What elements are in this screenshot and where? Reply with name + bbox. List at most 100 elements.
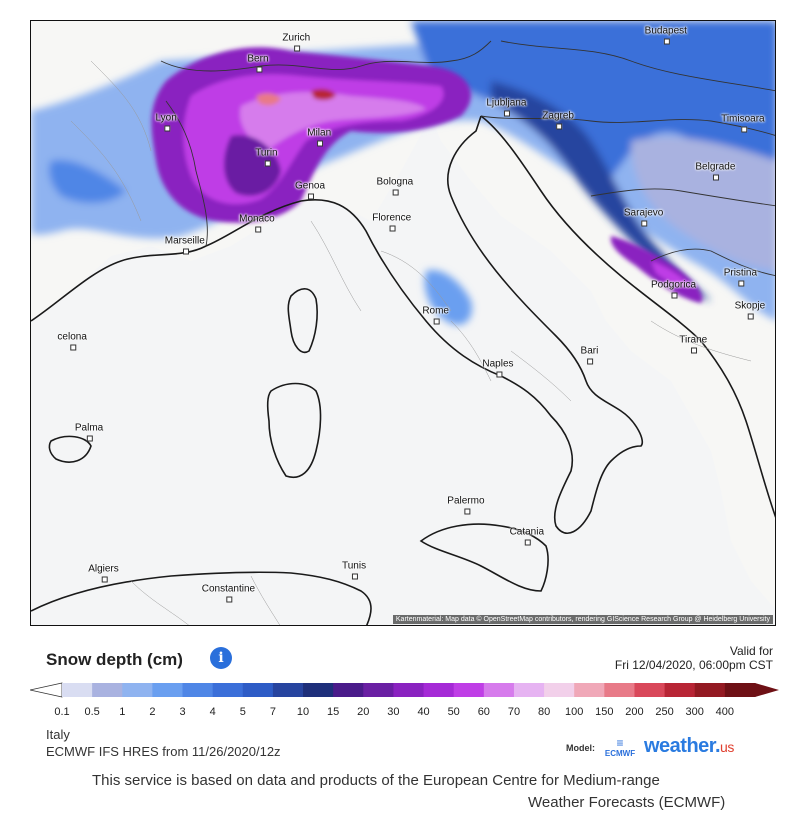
scale-tick-label: 0.1 (54, 706, 70, 718)
city-label: Bari (580, 345, 599, 365)
scale-swatch (604, 683, 635, 697)
scale-swatch (182, 683, 214, 697)
city-label: Catania (509, 526, 545, 546)
city-label: Palma (74, 422, 104, 442)
city-label: Marseille (164, 235, 205, 255)
model-run: ECMWF IFS HRES from 11/26/2020/12z (46, 744, 281, 759)
city-label: Rome (422, 305, 449, 325)
scale-tick-label: 1 (119, 706, 126, 718)
scale-swatch (393, 683, 425, 697)
valid-label: Valid for (729, 644, 773, 658)
scale-high-arrow (755, 683, 779, 697)
corsica-coastline (287, 288, 318, 353)
city-label: Tirane (679, 334, 708, 354)
scale-tick-label: 200 (625, 706, 644, 718)
city-label: Bologna (376, 176, 414, 196)
region-name: Italy (46, 727, 70, 742)
city-label: Constantine (201, 583, 256, 603)
valid-for: Valid for Fri 12/04/2020, 06:00pm CST (615, 644, 773, 672)
disclaimer-line-1: This service is based on data and produc… (92, 772, 660, 789)
city-label: Sarajevo (623, 207, 664, 227)
scale-swatch (363, 683, 394, 697)
scale-swatch (694, 683, 726, 697)
city-label: Skopje (734, 300, 766, 320)
brand-name: weather. (644, 735, 721, 757)
city-label: Pristina (723, 267, 758, 287)
scale-swatch (303, 683, 334, 697)
city-label: Genoa (295, 180, 326, 200)
map-attribution: Kartenmaterial: Map data © OpenStreetMap… (392, 615, 773, 624)
city-label: Podgorica (651, 279, 697, 299)
scale-swatch (333, 683, 364, 697)
city-label: Timisoara (721, 113, 765, 133)
scale-tick-label: 60 (477, 706, 490, 718)
city-label: Zagreb (542, 110, 574, 130)
legend-title: Snow depth (cm) (46, 650, 183, 669)
scale-swatch (212, 683, 244, 697)
city-label: Monaco (239, 213, 275, 233)
scale-tick-label: 300 (685, 706, 704, 718)
coastlines (31, 115, 775, 625)
africa-coastline (31, 571, 372, 625)
balkan-coastline (480, 115, 775, 518)
scale-swatch (92, 683, 123, 697)
scale-swatch (242, 683, 274, 697)
city-label: Palermo (447, 495, 485, 515)
brand-tail: us (720, 739, 734, 755)
scale-tick-label: 15 (327, 706, 340, 718)
map-panel[interactable]: Zurich Budapest Bern Lyon Ljubljana Zagreb Tim… (30, 20, 776, 626)
ecmwf-text: ECMWF (604, 749, 636, 758)
model-label: Model: (566, 743, 595, 753)
ecmwf-mark-icon: ≡ (616, 736, 624, 750)
city-label: Naples (482, 358, 514, 378)
country-borders (160, 40, 775, 277)
color-scale-bar (30, 682, 779, 698)
mallorca-coastline (48, 435, 92, 463)
region-borders (70, 60, 752, 625)
city-label: Ljubljana (486, 97, 527, 117)
sicily-coastline (419, 523, 549, 592)
scale-tick-label: 250 (655, 706, 674, 718)
scale-tick-label: 0.5 (84, 706, 100, 718)
city-label: Budapest (644, 25, 687, 45)
scale-swatch (544, 683, 575, 697)
scale-tick-label: 10 (296, 706, 310, 718)
city-label: Belgrade (695, 161, 736, 181)
scale-tick-label: 30 (387, 706, 400, 718)
scale-tick-label: 50 (447, 706, 460, 718)
scale-tick-label: 70 (507, 706, 521, 718)
city-label: celona (57, 331, 87, 351)
snow-depth-map (31, 21, 775, 625)
scale-swatch (724, 683, 756, 697)
ecmwf-logo[interactable]: ≡ ECMWF (600, 737, 640, 765)
scale-tick-label: 5 (239, 706, 246, 718)
scale-swatch (122, 683, 153, 697)
sardinia-coastline (266, 382, 322, 478)
city-label: Bern (247, 53, 269, 73)
scale-tick-label: 80 (537, 706, 551, 718)
city-label: Florence (372, 212, 412, 232)
weather-us-logo[interactable]: weather.us (644, 735, 734, 758)
scale-tick-label: 20 (357, 706, 370, 718)
scale-swatch (62, 683, 93, 697)
city-label: Milan (307, 127, 332, 147)
scale-swatch (152, 683, 184, 697)
disclaimer: This service is based on data and produc… (92, 770, 725, 814)
city-label: Algiers (88, 563, 119, 583)
scale-tick-label: 3 (179, 706, 186, 718)
scale-tick-label: 7 (269, 706, 276, 718)
scale-tick-label: 150 (595, 706, 614, 718)
scale-swatch (483, 683, 515, 697)
scale-tick-label: 40 (417, 706, 430, 718)
info-icon[interactable]: i (210, 647, 232, 669)
scale-swatch (423, 683, 455, 697)
scale-tick-label: 100 (565, 706, 584, 718)
scale-tick-label: 400 (715, 706, 735, 718)
scale-swatch (634, 683, 666, 697)
city-label: Lyon (155, 112, 177, 132)
city-label: Turin (255, 147, 278, 167)
scale-swatch (453, 683, 485, 697)
scale-swatch (513, 683, 545, 697)
color-scale-labels: 0.1 0.5 1 2 3 4 5 7 10 15 20 30 40 50 60 70 80 100 150 200 2… (0, 706, 807, 720)
scale-tick-label: 4 (209, 706, 216, 718)
